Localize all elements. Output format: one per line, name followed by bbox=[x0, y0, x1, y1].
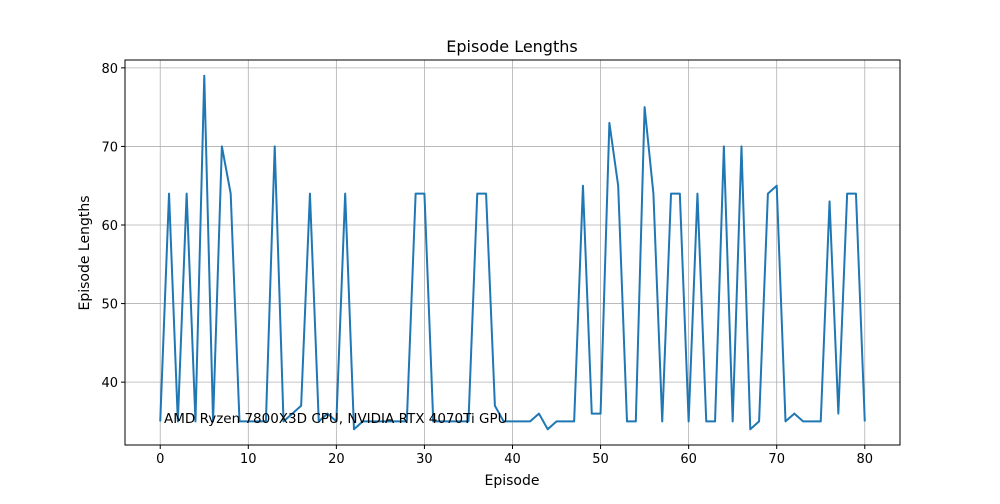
x-tick-label: 0 bbox=[156, 452, 164, 467]
hardware-annotation: AMD Ryzen 7800X3D CPU, NVIDIA RTX 4070Ti… bbox=[164, 411, 507, 427]
y-tick-label: 60 bbox=[101, 219, 118, 234]
y-tick-label: 50 bbox=[101, 298, 118, 313]
x-tick-label: 70 bbox=[768, 452, 785, 467]
x-tick-label: 10 bbox=[240, 452, 257, 467]
x-tick-label: 30 bbox=[416, 452, 433, 467]
y-tick-label: 70 bbox=[101, 140, 118, 155]
y-axis-ticks: 40 50 60 70 80 bbox=[101, 62, 125, 391]
x-tick-label: 50 bbox=[592, 452, 609, 467]
x-axis-label: Episode bbox=[485, 473, 540, 489]
episode-length-series-line bbox=[159, 74, 866, 431]
chart-title: Episode Lengths bbox=[446, 37, 577, 56]
series-layer bbox=[159, 74, 866, 431]
y-axis-label: Episode Lengths bbox=[77, 195, 93, 310]
y-tick-label: 40 bbox=[101, 376, 118, 391]
x-tick-label: 60 bbox=[680, 452, 697, 467]
x-tick-label: 80 bbox=[856, 452, 873, 467]
x-axis-ticks: 0 10 20 30 40 50 60 70 80 bbox=[156, 445, 873, 467]
x-tick-label: 40 bbox=[504, 452, 521, 467]
y-tick-label: 80 bbox=[101, 62, 118, 77]
x-tick-label: 20 bbox=[328, 452, 345, 467]
grid bbox=[125, 60, 900, 445]
